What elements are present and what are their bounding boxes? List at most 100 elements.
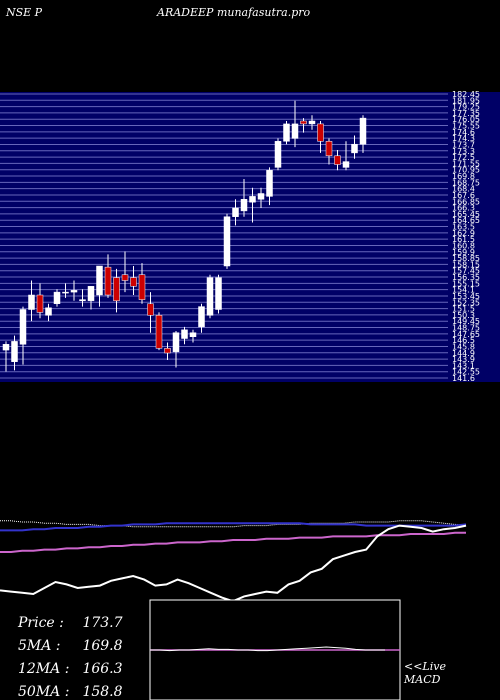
price-tick-label: 154.1 [452,286,475,295]
candle-up [223,216,231,267]
price-tick-label: 177.35 [452,109,480,118]
candle-down [121,274,129,281]
price-tick-label: 166.85 [452,197,480,206]
price-tick-label: 158.85 [452,254,480,263]
ma5-label: 5MA : [18,638,61,654]
price-tick-label: 168.75 [452,178,480,187]
candle-up [257,193,265,200]
price-tick-label: 155.15 [452,279,480,288]
price-tick-label: 171.55 [452,159,480,168]
candle-down [138,274,146,300]
ma5-value: 169.8 [82,638,123,654]
candle-up [240,199,248,212]
candle-up [79,299,86,302]
candle-up [308,120,316,125]
candle-up [198,306,205,328]
candle-up [249,196,256,203]
price-tick-label: 162.9 [452,229,475,238]
price-tick-label: 175.55 [452,122,480,131]
candle-down [300,120,307,125]
price-tick-label: 143.9 [452,355,475,364]
candle-down [334,155,341,165]
candle-up [11,341,18,362]
price-tick-label: 163.5 [452,223,475,232]
candle-up [28,294,35,310]
candle-up [206,277,214,316]
ma50-value: 158.8 [82,684,123,700]
candle-up [215,277,222,310]
price-tick-label: 176.05 [452,115,480,124]
candle-up [232,207,239,217]
price-tick-label: 146.5 [452,336,475,345]
price-tick-label: 169.8 [452,172,475,181]
candle-up [87,286,95,302]
stats-panel: Price : 173.7 5MA : 169.8 12MA : 166.3 5… [18,612,123,700]
price-tick-label: 141.6 [452,374,475,383]
price-tick-label: 179.25 [452,103,480,112]
price-tick-label: 151.5 [452,305,475,314]
price-tick-label: 174.3 [452,134,475,143]
price-tick-label: 143.1 [452,361,475,370]
candle-up [181,329,188,339]
candle-up [172,332,180,353]
ma12-label: 12MA : [18,661,70,677]
candle-down [325,141,333,157]
candle-up [189,332,197,338]
momentum-line [0,524,467,603]
candle-down [130,277,137,287]
price-value: 173.7 [82,615,123,631]
price-tick-label: 148.75 [452,324,480,333]
live-label: <<Live [404,660,446,673]
price-tick-label: 170.95 [452,166,480,175]
candle-up [62,291,69,294]
ma12-value: 166.3 [82,661,123,677]
price-tick-label: 161.5 [452,235,475,244]
price-tick-label: 142.55 [452,368,480,377]
price-tick-label: 145.8 [452,342,475,351]
price-tick-label: 173.7 [452,140,475,149]
candle-up [342,161,350,168]
price-tick-label: 156.35 [452,273,480,282]
price-tick-label: 157.45 [452,267,480,276]
price-tick-label: 159.9 [452,248,475,257]
candle-up [2,344,10,351]
price-tick-label: 165.45 [452,210,480,219]
header-right: ARADEEP munafasutra.pro [157,6,311,19]
candle-down [155,315,163,349]
candle-up [351,143,358,154]
price-tick-label: 158.15 [452,260,480,269]
candle-up [274,141,282,168]
price-tick-label: 147.65 [452,330,480,339]
price-tick-label: 149.45 [452,317,480,326]
price-tick-label: 144.9 [452,349,475,358]
price-tick-label: 164.65 [452,216,480,225]
price-tick-label: 152.35 [452,298,480,307]
candle-down [317,123,324,142]
candle-down [147,303,154,316]
price-tick-label: 150.3 [452,311,475,320]
price-tick-label: 181.95 [452,96,480,105]
price-tick-label: 153.45 [452,292,480,301]
price-tick-label: 182.45 [452,90,480,99]
macd-line [150,646,385,652]
candle-up [283,123,290,142]
candle-up [266,170,273,197]
price-tick-label: 167.6 [452,191,475,200]
candle-up [291,123,299,139]
ma-short-line [0,520,467,528]
macd-label: MACD [404,673,441,686]
price-tick-label: 174.6 [452,128,475,137]
price-tick-label: 166.3 [452,204,475,213]
candle-down [36,294,44,313]
candle-up [19,309,27,345]
candle-up [45,307,52,316]
candle-up [53,291,61,304]
price-label: Price : [18,615,64,631]
ma-long-line [0,531,466,553]
ma50-label: 50MA : [18,684,70,700]
price-tick-label: 168.4 [452,185,475,194]
candle-up [70,290,78,293]
candle-up [96,265,103,296]
